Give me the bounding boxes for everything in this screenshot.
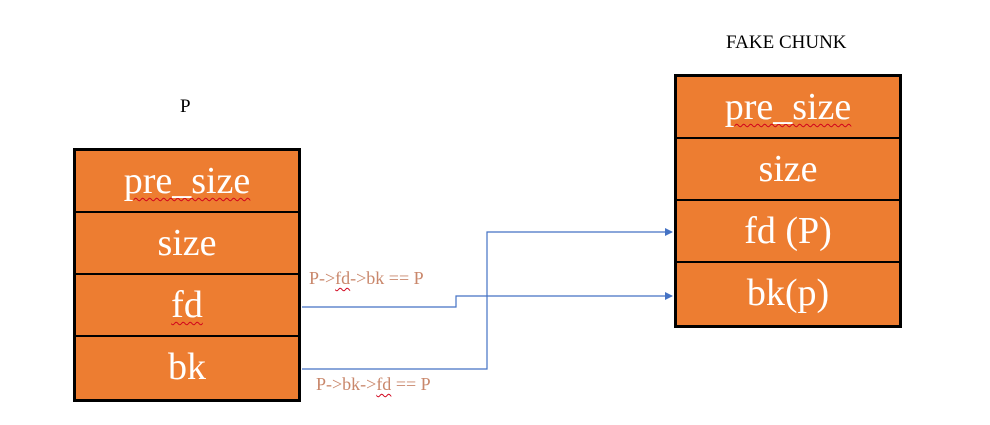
chunk-p-pre-size-field: pre_size (76, 151, 298, 213)
bk-check-prefix: P->bk-> (316, 374, 377, 394)
bk-pointer-arrow (302, 228, 673, 370)
chunk-p-size-label: size (157, 222, 217, 264)
chunk-p: pre_size size fd bk (73, 148, 301, 402)
fake-chunk-fd-label: fd (P) (744, 210, 832, 252)
fd-check-condition: P->fd->bk == P (309, 268, 424, 289)
fake-chunk-size-field: size (677, 139, 899, 201)
fake-chunk-bk-label: bk(p) (746, 272, 830, 314)
fake-chunk-bk-field: bk(p) (677, 263, 899, 323)
fd-check-underlined: fd (335, 268, 351, 288)
chunk-p-bk-field: bk (76, 337, 298, 397)
fake-chunk: pre_size size fd (P) bk(p) (674, 74, 902, 328)
bk-check-suffix: == P (391, 374, 431, 394)
fd-check-suffix: ->bk == P (350, 268, 424, 288)
chunk-p-fd-label: fd (171, 284, 203, 326)
fake-chunk-fd-field: fd (P) (677, 201, 899, 263)
chunk-p-size-field: size (76, 213, 298, 275)
fd-check-prefix: P-> (309, 268, 336, 288)
fake-chunk-pre-size-field: pre_size (677, 77, 899, 139)
chunk-p-caption: P (180, 96, 191, 117)
chunk-p-pre-size-label: pre_size (123, 160, 251, 202)
fake-chunk-pre-size-label: pre_size (724, 86, 852, 128)
fd-pointer-arrow (302, 292, 673, 308)
chunk-p-fd-field: fd (76, 275, 298, 337)
chunk-p-bk-label: bk (168, 346, 206, 388)
bk-check-condition: P->bk->fd == P (316, 374, 431, 395)
fake-chunk-caption: FAKE CHUNK (726, 32, 847, 53)
bk-check-underlined: fd (376, 374, 392, 394)
fake-chunk-size-label: size (758, 148, 818, 190)
